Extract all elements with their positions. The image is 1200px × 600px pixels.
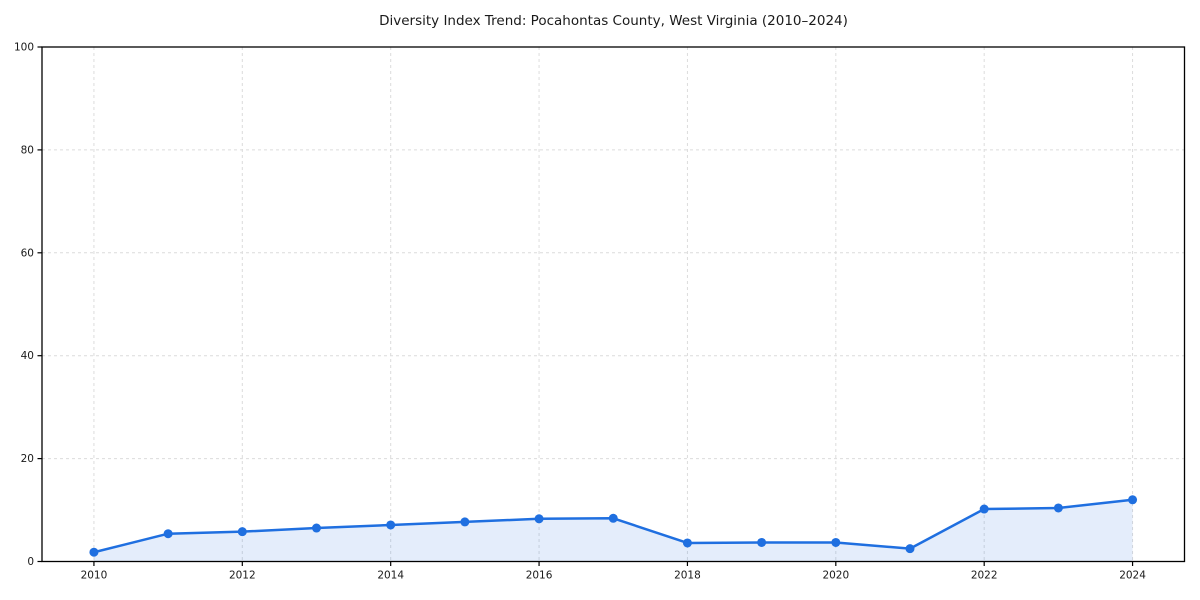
y-tick-label: 80: [21, 144, 34, 156]
data-point-2012: [237, 527, 247, 537]
data-point-2023: [1053, 503, 1063, 513]
data-point-2017: [608, 513, 618, 523]
x-tick-label: 2022: [971, 570, 998, 582]
x-tick-label: 2024: [1119, 570, 1146, 582]
x-tick-label: 2014: [377, 570, 404, 582]
x-tick-label: 2018: [674, 570, 701, 582]
data-point-2013: [311, 523, 321, 533]
data-point-2021: [905, 544, 915, 554]
y-tick-label: 0: [27, 556, 34, 568]
chart-title: Diversity Index Trend: Pocahontas County…: [379, 13, 848, 29]
data-point-2016: [534, 514, 544, 524]
y-tick-label: 20: [21, 453, 34, 465]
data-point-2015: [460, 517, 470, 527]
y-tick-label: 60: [21, 247, 34, 259]
data-point-2010: [89, 547, 99, 557]
plot-border: [41, 46, 1186, 563]
data-point-2014: [386, 520, 396, 530]
x-tick-label: 2016: [526, 570, 553, 582]
data-point-2011: [163, 529, 173, 539]
data-point-2018: [682, 538, 692, 548]
x-tick-label: 2010: [81, 570, 108, 582]
data-point-2020: [831, 537, 841, 547]
y-tick-label: 100: [14, 41, 34, 53]
data-point-2022: [979, 504, 989, 514]
x-tick-label: 2012: [229, 570, 256, 582]
data-point-2024: [1128, 495, 1138, 505]
data-point-2019: [757, 537, 767, 547]
x-tick-label: 2020: [822, 570, 849, 582]
y-tick-label: 40: [21, 350, 34, 362]
